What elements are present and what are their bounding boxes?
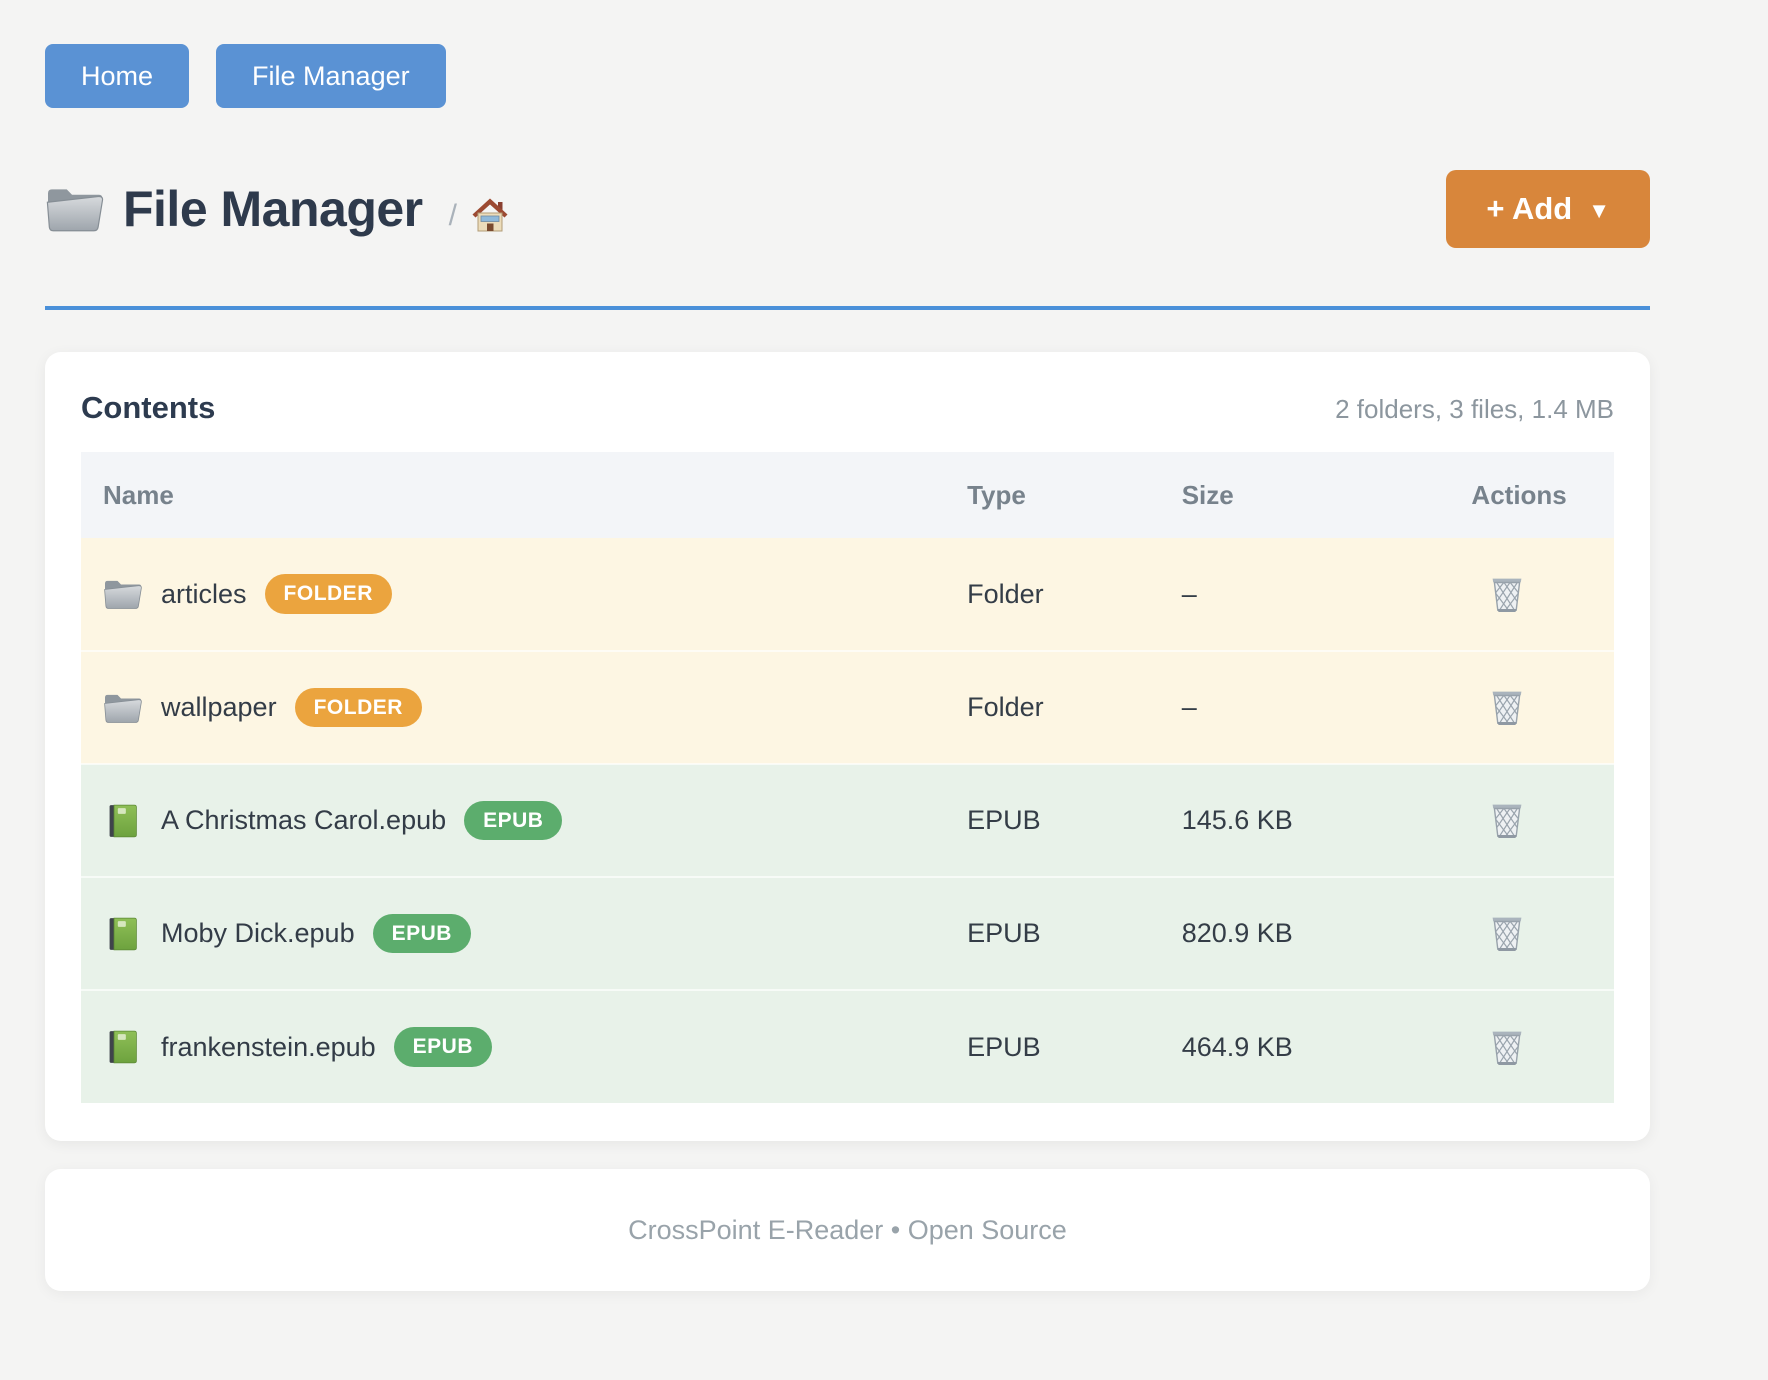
footer-text: CrossPoint E-Reader • Open Source bbox=[628, 1214, 1067, 1245]
column-header-size: Size bbox=[1181, 479, 1234, 510]
type-badge: EPUB bbox=[464, 800, 563, 841]
file-size: 145.6 KB bbox=[1181, 805, 1293, 835]
folder-icon bbox=[45, 184, 105, 234]
title-group: File Manager / bbox=[45, 180, 509, 238]
file-table: Name Type Size Actions articles FOLDER F… bbox=[81, 452, 1614, 1103]
trash-icon bbox=[1489, 912, 1525, 952]
card-header: Contents 2 folders, 3 files, 1.4 MB bbox=[81, 390, 1614, 426]
breadcrumb-separator: / bbox=[448, 199, 457, 232]
column-header-name: Name bbox=[103, 479, 174, 510]
title-divider bbox=[45, 306, 1650, 310]
table-row[interactable]: wallpaper FOLDER Folder – bbox=[81, 651, 1614, 764]
file-type: EPUB bbox=[967, 805, 1041, 835]
type-badge: EPUB bbox=[372, 913, 471, 954]
chevron-down-icon: ▼ bbox=[1588, 197, 1610, 223]
folder-icon bbox=[103, 577, 143, 611]
delete-button[interactable] bbox=[1485, 795, 1529, 843]
file-type: Folder bbox=[967, 578, 1044, 609]
file-name: wallpaper bbox=[161, 692, 277, 722]
file-name: A Christmas Carol.epub bbox=[161, 805, 447, 835]
add-button-label: + Add bbox=[1486, 191, 1573, 226]
file-type: EPUB bbox=[967, 918, 1041, 948]
column-header-actions: Actions bbox=[1471, 479, 1567, 510]
contents-summary: 2 folders, 3 files, 1.4 MB bbox=[1335, 394, 1614, 424]
table-row[interactable]: articles FOLDER Folder – bbox=[81, 538, 1614, 651]
type-badge: FOLDER bbox=[294, 687, 422, 728]
folder-icon bbox=[103, 691, 143, 725]
file-type: EPUB bbox=[967, 1031, 1041, 1062]
table-row[interactable]: A Christmas Carol.epub EPUB EPUB 145.6 K… bbox=[81, 764, 1614, 877]
delete-button[interactable] bbox=[1485, 569, 1529, 617]
delete-button[interactable] bbox=[1485, 908, 1529, 956]
file-manager-button[interactable]: File Manager bbox=[216, 44, 446, 108]
trash-icon bbox=[1489, 1026, 1525, 1066]
column-header-type: Type bbox=[967, 479, 1026, 510]
book-icon bbox=[103, 1030, 143, 1064]
contents-card: Contents 2 folders, 3 files, 1.4 MB Name… bbox=[45, 352, 1650, 1141]
trash-icon bbox=[1489, 573, 1525, 613]
type-badge: EPUB bbox=[393, 1027, 493, 1067]
footer: CrossPoint E-Reader • Open Source bbox=[45, 1169, 1650, 1291]
type-badge: FOLDER bbox=[264, 574, 392, 614]
file-type: Folder bbox=[967, 692, 1044, 722]
file-name: articles bbox=[161, 578, 247, 609]
file-size: 820.9 KB bbox=[1181, 918, 1293, 948]
book-icon bbox=[103, 917, 143, 951]
add-button[interactable]: + Add ▼ bbox=[1446, 170, 1650, 248]
page-header: File Manager / + Add ▼ bbox=[45, 170, 1650, 248]
file-size: – bbox=[1181, 692, 1197, 722]
file-size: 464.9 KB bbox=[1181, 1031, 1293, 1062]
page-container: Home File Manager File Manager / + Add ▼… bbox=[45, 0, 1650, 1291]
trash-icon bbox=[1489, 686, 1525, 726]
file-size: – bbox=[1181, 578, 1197, 609]
delete-button[interactable] bbox=[1485, 682, 1529, 730]
top-nav: Home File Manager bbox=[45, 0, 1650, 108]
table-row[interactable]: frankenstein.epub EPUB EPUB 464.9 KB bbox=[81, 990, 1614, 1103]
table-row[interactable]: Moby Dick.epub EPUB EPUB 820.9 KB bbox=[81, 877, 1614, 990]
book-icon bbox=[103, 804, 143, 838]
page-title: File Manager bbox=[123, 181, 423, 237]
trash-icon bbox=[1489, 799, 1525, 839]
home-icon[interactable] bbox=[471, 197, 509, 233]
file-name: Moby Dick.epub bbox=[161, 918, 355, 948]
file-name: frankenstein.epub bbox=[161, 1031, 376, 1062]
delete-button[interactable] bbox=[1485, 1022, 1529, 1070]
home-button[interactable]: Home bbox=[45, 44, 190, 108]
table-header-row: Name Type Size Actions bbox=[81, 452, 1614, 538]
contents-heading: Contents bbox=[81, 390, 216, 425]
